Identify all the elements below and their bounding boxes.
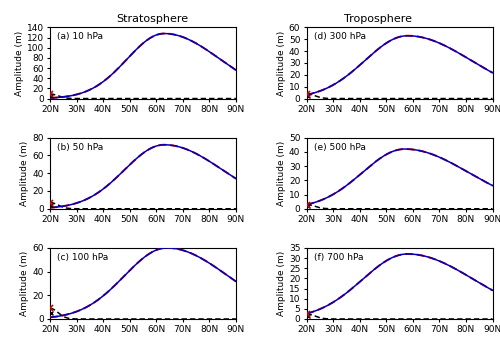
Y-axis label: Amplitude (m): Amplitude (m) <box>277 31 286 96</box>
Text: (d) 300 hPa: (d) 300 hPa <box>314 33 366 42</box>
Y-axis label: Amplitude (m): Amplitude (m) <box>277 251 286 316</box>
Text: Troposphere: Troposphere <box>344 14 411 24</box>
Y-axis label: Amplitude (m): Amplitude (m) <box>20 141 30 206</box>
Text: (e) 500 hPa: (e) 500 hPa <box>314 143 366 152</box>
Text: (f) 700 hPa: (f) 700 hPa <box>314 253 364 262</box>
Y-axis label: Amplitude (m): Amplitude (m) <box>20 251 30 316</box>
Y-axis label: Amplitude (m): Amplitude (m) <box>14 31 24 96</box>
Text: (a) 10 hPa: (a) 10 hPa <box>58 33 104 42</box>
Text: Stratosphere: Stratosphere <box>116 14 188 24</box>
Text: (b) 50 hPa: (b) 50 hPa <box>58 143 104 152</box>
Y-axis label: Amplitude (m): Amplitude (m) <box>277 141 286 206</box>
Text: (c) 100 hPa: (c) 100 hPa <box>58 253 108 262</box>
